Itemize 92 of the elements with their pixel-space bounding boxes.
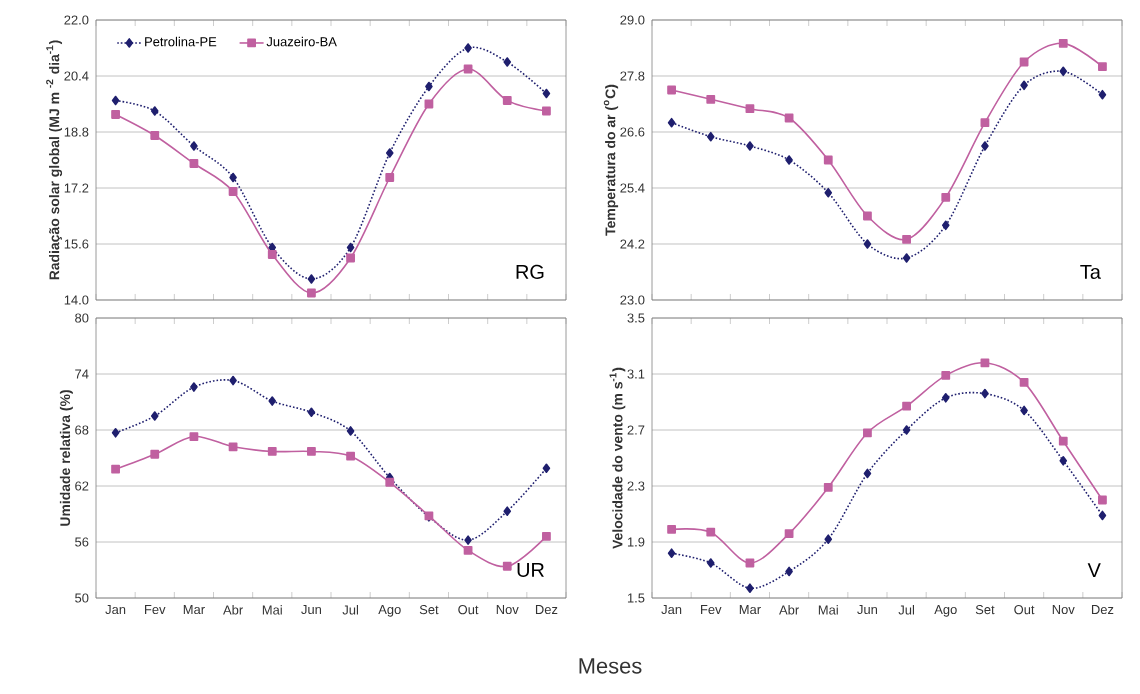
point bbox=[1059, 66, 1068, 77]
point bbox=[823, 155, 833, 165]
point bbox=[941, 393, 950, 403]
point bbox=[150, 449, 160, 459]
point bbox=[229, 172, 237, 183]
point bbox=[542, 88, 551, 99]
point bbox=[1098, 495, 1107, 505]
point bbox=[464, 535, 472, 545]
point bbox=[150, 106, 159, 116]
point bbox=[1020, 80, 1028, 91]
point bbox=[464, 43, 472, 53]
point bbox=[346, 242, 355, 253]
point bbox=[980, 118, 990, 128]
point bbox=[267, 250, 277, 259]
point bbox=[542, 532, 551, 541]
point bbox=[667, 548, 676, 558]
annotation: RG bbox=[516, 264, 544, 279]
point bbox=[385, 148, 394, 158]
point bbox=[268, 396, 277, 406]
annotation: V bbox=[1087, 563, 1101, 577]
point bbox=[1058, 436, 1068, 446]
point bbox=[1098, 510, 1107, 521]
point bbox=[941, 192, 951, 202]
point bbox=[502, 561, 512, 571]
point bbox=[902, 253, 911, 263]
point bbox=[502, 96, 512, 105]
point bbox=[385, 477, 395, 487]
point bbox=[307, 274, 316, 284]
point bbox=[863, 239, 872, 249]
point bbox=[902, 401, 911, 411]
point bbox=[111, 428, 120, 438]
point bbox=[542, 463, 551, 474]
point bbox=[1058, 38, 1068, 48]
point bbox=[189, 432, 199, 441]
point bbox=[307, 447, 316, 456]
annotation: UR bbox=[517, 563, 544, 577]
point bbox=[981, 141, 989, 151]
point bbox=[1059, 456, 1068, 466]
point bbox=[785, 155, 793, 165]
point bbox=[941, 220, 950, 231]
point bbox=[111, 95, 120, 106]
point bbox=[228, 442, 238, 452]
point bbox=[307, 288, 316, 298]
point bbox=[1098, 89, 1107, 100]
point bbox=[111, 464, 120, 474]
point bbox=[667, 117, 676, 128]
point bbox=[706, 94, 716, 104]
point bbox=[503, 57, 512, 67]
point bbox=[1098, 62, 1107, 72]
point bbox=[346, 451, 355, 461]
point bbox=[784, 529, 794, 538]
point bbox=[981, 388, 989, 399]
point bbox=[980, 358, 990, 368]
point bbox=[746, 141, 754, 151]
annotation: Ta bbox=[1080, 265, 1101, 279]
point bbox=[706, 558, 715, 568]
point bbox=[150, 411, 159, 421]
point bbox=[425, 81, 433, 92]
point bbox=[307, 407, 316, 418]
point bbox=[902, 234, 911, 244]
point bbox=[1020, 405, 1028, 416]
point bbox=[346, 426, 355, 436]
point bbox=[111, 110, 120, 119]
point bbox=[189, 159, 199, 168]
point bbox=[667, 85, 676, 95]
point bbox=[229, 375, 237, 386]
point bbox=[542, 106, 551, 116]
point bbox=[228, 187, 238, 196]
point bbox=[190, 382, 198, 392]
point bbox=[823, 483, 833, 492]
point bbox=[863, 211, 872, 221]
point bbox=[150, 131, 160, 140]
point bbox=[706, 131, 715, 142]
point bbox=[267, 447, 277, 456]
point bbox=[503, 506, 512, 516]
point bbox=[667, 525, 676, 534]
point bbox=[941, 371, 951, 380]
point bbox=[863, 468, 872, 479]
point bbox=[863, 428, 872, 438]
point bbox=[902, 425, 911, 435]
point bbox=[190, 141, 198, 151]
point bbox=[1019, 378, 1029, 387]
point bbox=[745, 104, 755, 114]
point bbox=[824, 534, 833, 544]
point bbox=[346, 253, 355, 263]
point bbox=[385, 173, 395, 182]
point bbox=[463, 546, 473, 555]
point bbox=[785, 566, 793, 577]
point bbox=[706, 527, 716, 537]
x-axis-title: Meses bbox=[579, 658, 642, 674]
point bbox=[746, 583, 754, 593]
point bbox=[824, 187, 833, 198]
